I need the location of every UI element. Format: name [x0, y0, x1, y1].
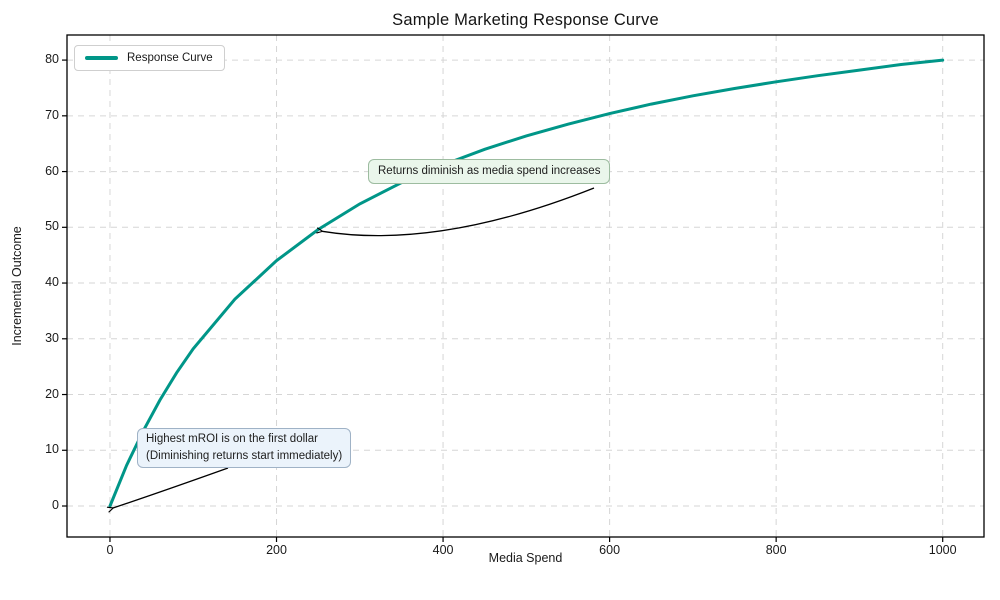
- tick-marks: [62, 59, 944, 542]
- y-tick-label: 40: [45, 275, 59, 290]
- x-tick-label: 800: [765, 543, 787, 557]
- y-tick-label: 50: [45, 219, 59, 234]
- x-tick-label: 0: [106, 543, 114, 557]
- legend-line-swatch: [85, 56, 118, 60]
- legend: Response Curve: [74, 45, 225, 71]
- annotation-diminishing-returns-text: Returns diminish as media spend increase…: [378, 165, 601, 177]
- annotation-highest-mroi-line2: (Diminishing returns start immediately): [146, 449, 343, 462]
- annotation-arrow: [113, 467, 229, 508]
- y-tick-label: 10: [45, 442, 59, 457]
- annotation-diminishing-returns: Returns diminish as media spend increase…: [368, 159, 611, 184]
- y-tick-label: 80: [45, 52, 59, 67]
- x-tick-label: 600: [599, 543, 621, 557]
- x-axis-label: Media Spend: [488, 551, 563, 565]
- y-tick-label: 20: [45, 386, 59, 401]
- x-tick-label: 1000: [928, 543, 957, 557]
- legend-label: Response Curve: [127, 52, 213, 64]
- annotation-highest-mroi-line1: Highest mROI is on the first dollar: [146, 433, 318, 445]
- chart-title: Sample Marketing Response Curve: [392, 11, 659, 29]
- y-tick-label: 30: [45, 330, 59, 345]
- annotation-arrow: [322, 187, 595, 237]
- gridlines: [67, 35, 984, 537]
- y-tick-label: 60: [45, 163, 59, 178]
- x-tick-label: 200: [266, 543, 287, 557]
- plot-frame: [66, 34, 985, 538]
- annotation-highest-mroi: Highest mROI is on the first dollar (Dim…: [137, 428, 352, 468]
- response-curve-line: [108, 58, 945, 508]
- y-tick-label: 70: [45, 107, 59, 122]
- y-tick-label: 0: [52, 498, 59, 512]
- x-tick-label: 400: [432, 543, 454, 557]
